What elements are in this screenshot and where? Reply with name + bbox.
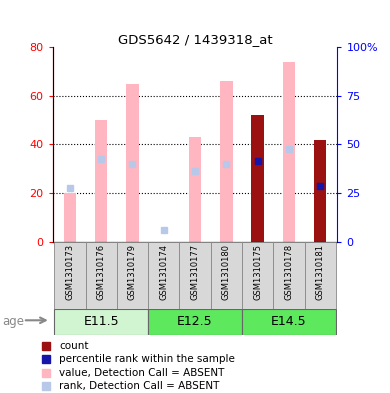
Bar	[305, 242, 336, 309]
Text: GSM1310179: GSM1310179	[128, 244, 137, 300]
Bar	[148, 242, 179, 309]
Text: GSM1310176: GSM1310176	[97, 244, 106, 300]
Bar	[242, 309, 336, 335]
Text: GSM1310173: GSM1310173	[66, 244, 74, 300]
Bar	[95, 120, 107, 242]
Bar	[314, 140, 326, 242]
Text: GSM1310178: GSM1310178	[284, 244, 293, 300]
Text: age: age	[2, 315, 24, 329]
Bar	[85, 242, 117, 309]
Bar	[242, 242, 273, 309]
Title: GDS5642 / 1439318_at: GDS5642 / 1439318_at	[118, 33, 272, 46]
Bar	[64, 193, 76, 242]
Bar	[54, 242, 85, 309]
Text: GSM1310175: GSM1310175	[253, 244, 262, 300]
Text: GSM1310177: GSM1310177	[190, 244, 200, 300]
Bar	[54, 309, 148, 335]
Bar	[189, 137, 201, 242]
Bar	[148, 309, 242, 335]
Text: GSM1310174: GSM1310174	[159, 244, 168, 300]
Text: GSM1310180: GSM1310180	[222, 244, 231, 300]
Text: E12.5: E12.5	[177, 315, 213, 328]
Bar	[220, 81, 232, 242]
Text: value, Detection Call = ABSENT: value, Detection Call = ABSENT	[59, 368, 225, 378]
Text: E11.5: E11.5	[83, 315, 119, 328]
Bar	[273, 242, 305, 309]
Bar	[211, 242, 242, 309]
Bar	[283, 62, 295, 242]
Text: rank, Detection Call = ABSENT: rank, Detection Call = ABSENT	[59, 381, 220, 391]
Bar	[117, 242, 148, 309]
Text: GSM1310181: GSM1310181	[316, 244, 324, 300]
Text: E14.5: E14.5	[271, 315, 307, 328]
Bar	[251, 115, 264, 242]
Text: percentile rank within the sample: percentile rank within the sample	[59, 354, 235, 364]
Text: count: count	[59, 341, 89, 351]
Bar	[179, 242, 211, 309]
Bar	[126, 84, 139, 242]
